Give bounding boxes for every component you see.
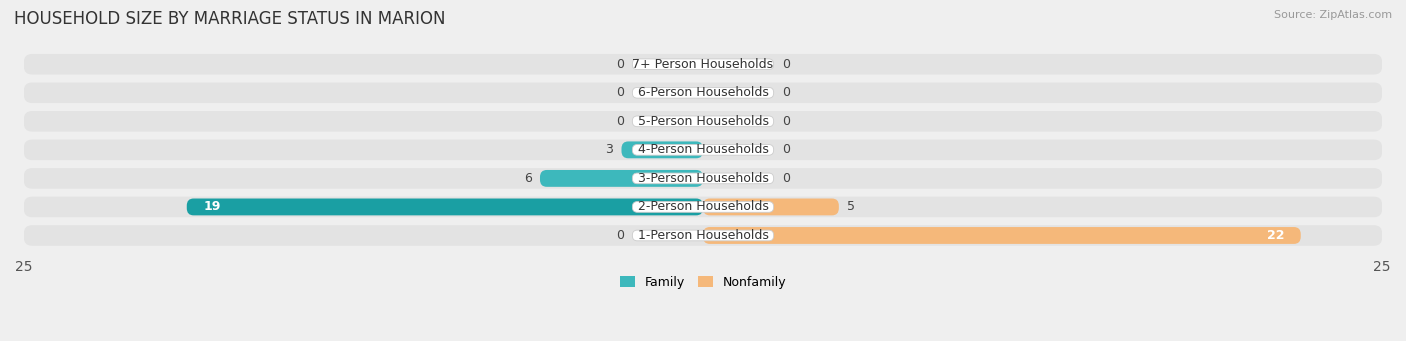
Text: 19: 19 [202, 201, 221, 213]
Text: Source: ZipAtlas.com: Source: ZipAtlas.com [1274, 10, 1392, 20]
FancyBboxPatch shape [633, 59, 773, 70]
Text: 0: 0 [782, 115, 790, 128]
FancyBboxPatch shape [24, 225, 1382, 246]
Text: 1-Person Households: 1-Person Households [637, 229, 769, 242]
Text: 0: 0 [782, 58, 790, 71]
FancyBboxPatch shape [633, 116, 773, 127]
FancyBboxPatch shape [24, 54, 1382, 75]
Text: 22: 22 [1267, 229, 1285, 242]
FancyBboxPatch shape [24, 168, 1382, 189]
Text: 4-Person Households: 4-Person Households [637, 143, 769, 157]
FancyBboxPatch shape [633, 87, 773, 98]
Text: 0: 0 [616, 229, 624, 242]
Text: 5-Person Households: 5-Person Households [637, 115, 769, 128]
Text: 0: 0 [616, 115, 624, 128]
Text: 0: 0 [782, 172, 790, 185]
Legend: Family, Nonfamily: Family, Nonfamily [614, 271, 792, 294]
Text: 3: 3 [606, 143, 613, 157]
FancyBboxPatch shape [621, 142, 703, 158]
Text: 0: 0 [616, 86, 624, 99]
Text: 0: 0 [782, 86, 790, 99]
FancyBboxPatch shape [633, 230, 773, 241]
Text: 6: 6 [524, 172, 531, 185]
FancyBboxPatch shape [187, 198, 703, 216]
Text: HOUSEHOLD SIZE BY MARRIAGE STATUS IN MARION: HOUSEHOLD SIZE BY MARRIAGE STATUS IN MAR… [14, 10, 446, 28]
Text: 0: 0 [782, 143, 790, 157]
Text: 2-Person Households: 2-Person Households [637, 201, 769, 213]
FancyBboxPatch shape [703, 227, 1301, 244]
Text: 0: 0 [616, 58, 624, 71]
FancyBboxPatch shape [703, 198, 839, 216]
FancyBboxPatch shape [540, 170, 703, 187]
Text: 7+ Person Households: 7+ Person Households [633, 58, 773, 71]
FancyBboxPatch shape [24, 83, 1382, 103]
Text: 5: 5 [846, 201, 855, 213]
FancyBboxPatch shape [24, 197, 1382, 217]
Text: 6-Person Households: 6-Person Households [637, 86, 769, 99]
FancyBboxPatch shape [633, 202, 773, 212]
FancyBboxPatch shape [24, 139, 1382, 160]
FancyBboxPatch shape [633, 173, 773, 184]
Text: 3-Person Households: 3-Person Households [637, 172, 769, 185]
FancyBboxPatch shape [633, 145, 773, 155]
FancyBboxPatch shape [24, 111, 1382, 132]
